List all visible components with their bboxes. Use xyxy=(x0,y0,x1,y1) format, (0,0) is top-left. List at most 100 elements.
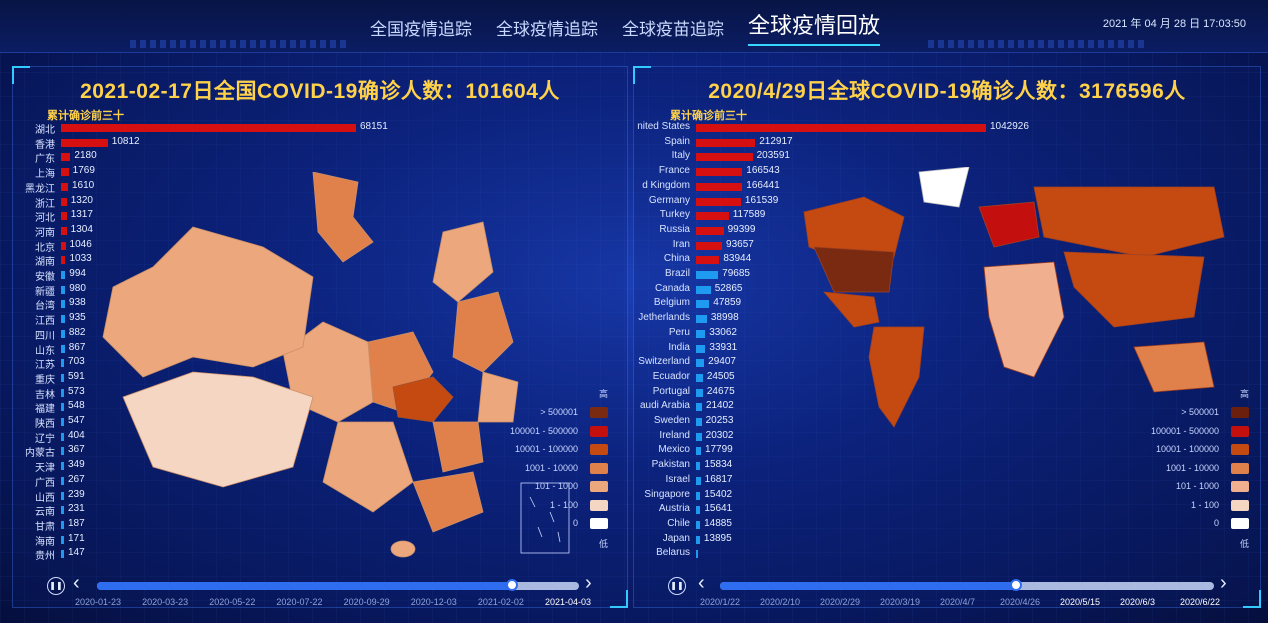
timeline-tick[interactable]: 2020/4/7 xyxy=(940,597,976,607)
map-region-canada[interactable] xyxy=(803,196,905,263)
legend-row[interactable]: 101 - 1000 xyxy=(493,481,608,493)
map-region-tibet[interactable] xyxy=(122,371,314,488)
map-region-europe[interactable] xyxy=(978,201,1040,248)
legend-swatch xyxy=(590,462,608,474)
ranking-label: 四川 xyxy=(35,330,55,342)
world-timeline: ❚❚ ‹ › 2020/1/22 2020/2/10 2020/2/29 2020/3… xyxy=(634,571,1260,607)
world-map[interactable] xyxy=(784,167,1234,457)
world-panel: 2020/4/29日全球COVID-19确诊人数：3176596人 累计确诊前三… xyxy=(633,66,1261,608)
ranking-label: Italy xyxy=(671,150,690,162)
timeline-tick[interactable]: 2020-05-22 xyxy=(209,597,256,607)
map-region-asia[interactable] xyxy=(1063,251,1205,328)
legend-row[interactable]: > 500001 xyxy=(1134,407,1249,419)
legend-row[interactable]: 1 - 100 xyxy=(1134,499,1249,512)
timeline-tick[interactable]: 2020-07-22 xyxy=(276,597,323,607)
ranking-label: audi Arabia xyxy=(639,400,690,412)
legend-row[interactable]: 100001 - 500000 xyxy=(1134,425,1249,438)
ranking-value: 882 xyxy=(68,326,86,338)
ranking-label: 北京 xyxy=(35,242,55,254)
timeline-tick[interactable]: 2020/6/3 xyxy=(1120,597,1156,607)
map-region[interactable] xyxy=(477,371,519,423)
ranking-value: 547 xyxy=(68,415,85,426)
legend-swatch xyxy=(590,499,608,511)
map-region[interactable] xyxy=(412,471,484,533)
legend-row[interactable]: 0 xyxy=(1134,518,1249,530)
ranking-value: 16817 xyxy=(704,473,733,485)
timeline-tick[interactable]: 2020/2/10 xyxy=(760,597,801,607)
ranking-bar xyxy=(696,520,701,529)
ranking-bar xyxy=(61,344,65,353)
timeline-tick[interactable]: 2020-12-03 xyxy=(410,597,457,607)
legend-row[interactable]: 1001 - 10000 xyxy=(1134,462,1249,475)
ranking-bar xyxy=(61,506,64,515)
map-region[interactable] xyxy=(432,421,484,473)
map-region-xinjiang[interactable] xyxy=(102,226,314,378)
timeline-slider[interactable] xyxy=(720,579,1214,591)
nav-tab-vaccine-tracking[interactable]: 全球疫苗追踪 xyxy=(622,20,724,39)
timeline-tick[interactable]: 2020/1/22 xyxy=(700,597,741,607)
ranking-bar xyxy=(696,197,741,206)
timeline-tick[interactable]: 2020/3/19 xyxy=(880,597,921,607)
timeline-tick[interactable]: 2020/6/22 xyxy=(1180,597,1221,607)
legend-row[interactable]: 100001 - 500000 xyxy=(493,425,608,438)
ranking-label: 福建 xyxy=(35,404,55,416)
nav-tab-china-tracking[interactable]: 全国疫情追踪 xyxy=(370,20,472,39)
ranking-bar xyxy=(696,271,719,279)
timeline-tick[interactable]: 2020-01-23 xyxy=(75,597,122,607)
map-region-greenland[interactable] xyxy=(918,167,970,208)
timeline-tick[interactable]: 2021-04-03 xyxy=(545,597,592,607)
ranking-value: 161539 xyxy=(744,194,779,206)
timeline-knob[interactable] xyxy=(1010,579,1023,591)
china-legend: 高 > 500001 100001 - 500000 10001 - 100000 10… xyxy=(493,387,608,562)
timeline-tick[interactable]: 2020-09-29 xyxy=(343,597,390,607)
ranking-bar xyxy=(696,124,986,132)
timeline-slider[interactable] xyxy=(97,579,579,591)
map-region[interactable] xyxy=(312,172,374,263)
timeline-tick[interactable]: 2020-03-23 xyxy=(142,597,189,607)
ranking-label: Spain xyxy=(664,135,690,147)
pause-icon[interactable]: ❚❚ xyxy=(47,577,65,595)
ranking-value: 1042926 xyxy=(990,121,1029,132)
map-region-africa[interactable] xyxy=(983,261,1065,378)
legend-row[interactable]: 10001 - 100000 xyxy=(1134,444,1249,456)
map-region-hubei[interactable] xyxy=(392,376,454,423)
map-region-russia[interactable] xyxy=(1033,186,1225,258)
chevron-left-icon[interactable]: ‹ xyxy=(698,572,705,594)
ranking-bar xyxy=(696,182,743,191)
map-region[interactable] xyxy=(322,421,414,513)
chevron-left-icon[interactable]: ‹ xyxy=(73,572,80,594)
nav-tab-global-tracking[interactable]: 全球疫情追踪 xyxy=(496,20,598,39)
chevron-right-icon[interactable]: › xyxy=(585,572,592,594)
timeline-tick[interactable]: 2020/2/29 xyxy=(820,597,861,607)
legend-row[interactable]: 0 xyxy=(493,518,608,530)
ranking-label: Belgium xyxy=(653,297,690,309)
map-region[interactable] xyxy=(432,221,494,303)
map-region[interactable] xyxy=(452,291,514,373)
map-region-australia[interactable] xyxy=(1133,341,1215,393)
ranking-label: 广东 xyxy=(35,154,55,166)
legend-row[interactable]: 101 - 1000 xyxy=(1134,481,1249,493)
legend-row[interactable]: 10001 - 100000 xyxy=(493,444,608,456)
timeline-tick[interactable]: 2020/4/26 xyxy=(1000,597,1041,607)
ranking-bar xyxy=(61,520,64,529)
ranking-value: 20253 xyxy=(705,415,734,426)
timeline-knob[interactable] xyxy=(505,579,518,591)
map-region-south-america[interactable] xyxy=(868,326,925,428)
pause-icon[interactable]: ❚❚ xyxy=(668,577,686,595)
timeline-tick[interactable]: 2021-02-02 xyxy=(477,597,524,607)
legend-row[interactable]: 1 - 100 xyxy=(493,499,608,512)
china-map-west[interactable] xyxy=(63,207,333,507)
chevron-right-icon[interactable]: › xyxy=(1220,572,1227,594)
legend-label: 10001 - 100000 xyxy=(514,444,578,454)
map-region-usa[interactable] xyxy=(813,246,895,293)
map-region-mexico[interactable] xyxy=(823,291,880,328)
timeline-tick[interactable]: 2020/5/15 xyxy=(1060,597,1101,607)
ranking-value: 117589 xyxy=(732,209,766,221)
legend-row[interactable]: > 500001 xyxy=(493,407,608,419)
legend-row[interactable]: 1001 - 10000 xyxy=(493,462,608,475)
ranking-value: 212917 xyxy=(759,135,793,147)
ranking-value: 994 xyxy=(69,268,86,279)
nav-tab-global-replay[interactable]: 全球疫情回放 xyxy=(748,8,881,46)
ranking-value: 231 xyxy=(68,503,85,515)
map-region-hainan[interactable] xyxy=(390,540,416,558)
